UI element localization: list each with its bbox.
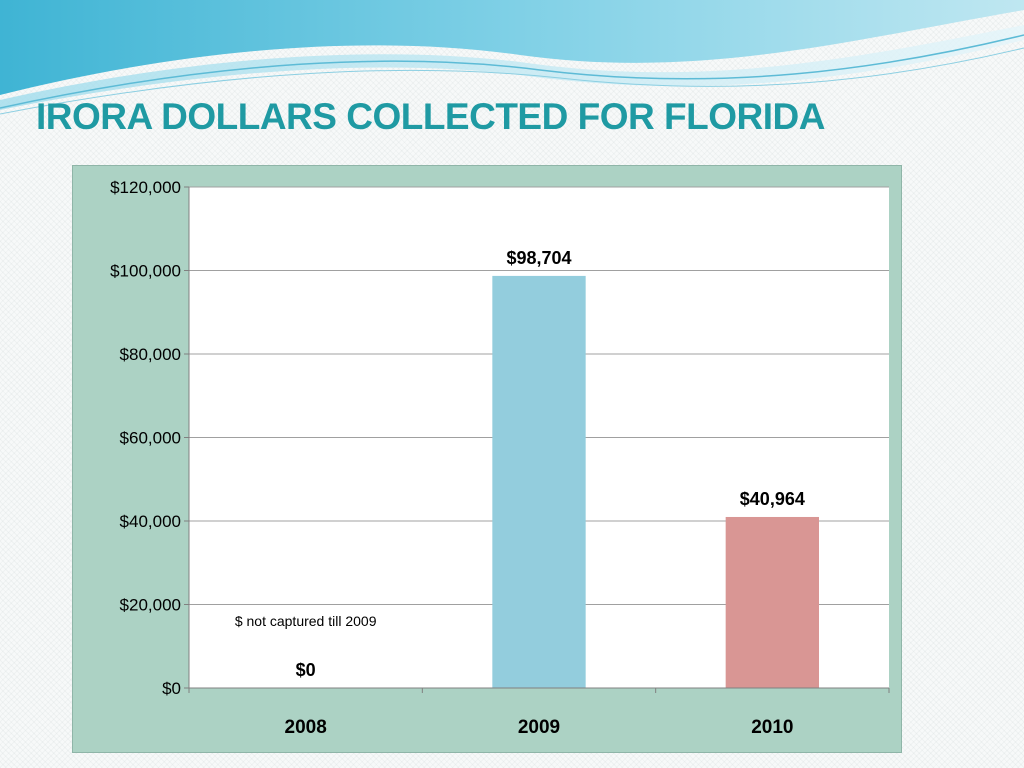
x-category-label: 2008 [285, 717, 327, 738]
y-tick-label: $20,000 [120, 596, 181, 615]
value-label: $0 [296, 660, 316, 680]
bars [492, 275, 819, 688]
y-tick-label: $80,000 [120, 345, 181, 364]
decorative-wave-banner [0, 0, 1024, 115]
y-tick-label: $40,000 [120, 512, 181, 531]
labels: $0 $20,000 $40,000 $60,000 $80,000 $100,000 $1… [110, 178, 805, 738]
y-tick-label: $120,000 [110, 178, 181, 197]
y-tick-label: $0 [162, 679, 181, 698]
value-label: $98,704 [506, 248, 571, 268]
x-category-label: 2009 [518, 717, 560, 738]
value-label: $40,964 [740, 489, 805, 509]
bar-2010 [725, 516, 819, 688]
y-tick-label: $60,000 [120, 429, 181, 448]
slide-title: IRORA DOLLARS COLLECTED FOR FLORIDA [36, 96, 825, 137]
y-tick-label: $100,000 [110, 262, 181, 281]
annotation-note: $ not captured till 2009 [235, 613, 377, 629]
bar-2009 [492, 275, 586, 688]
axes [184, 186, 890, 693]
x-category-label: 2010 [751, 717, 793, 738]
